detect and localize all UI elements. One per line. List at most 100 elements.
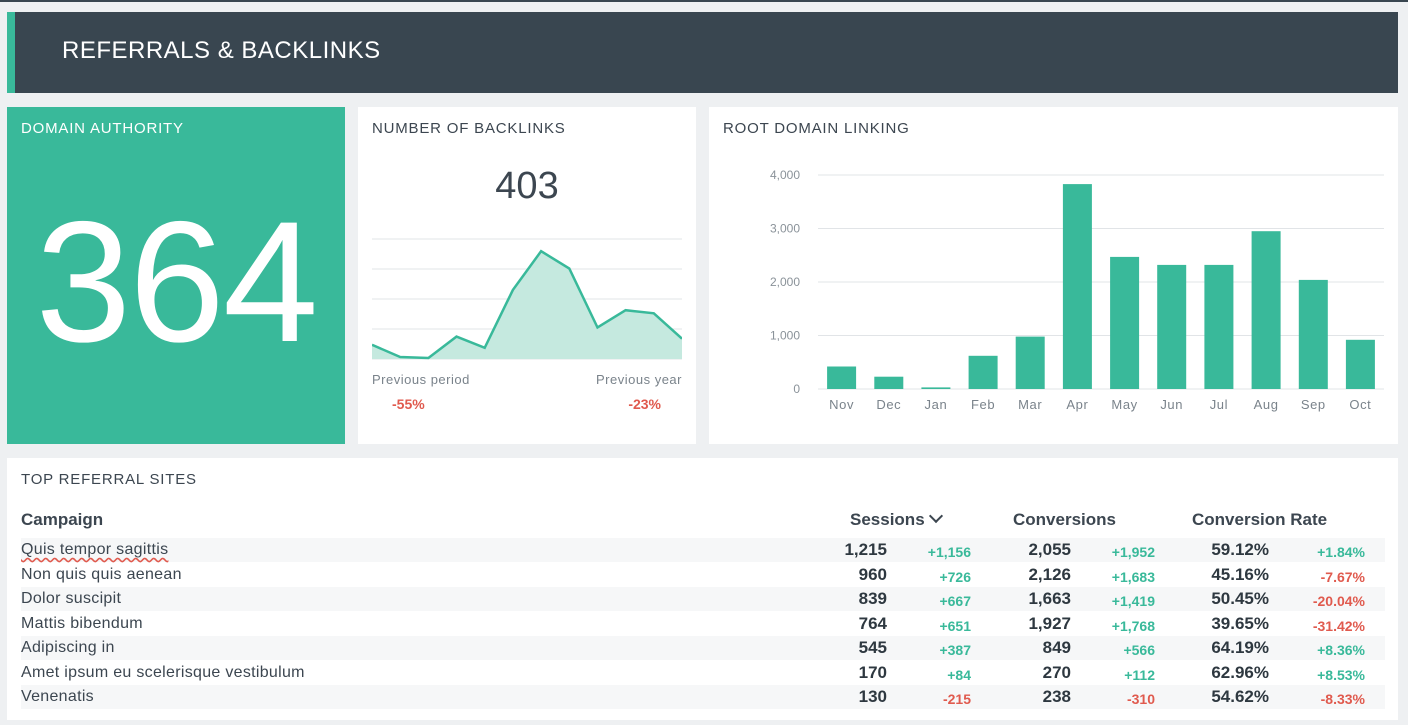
sessions-delta: +651 [939, 617, 971, 634]
sessions-delta: -215 [942, 691, 971, 707]
backlinks-title: NUMBER OF BACKLINKS [372, 120, 566, 137]
x-tick-label: Feb [971, 397, 995, 412]
column-header-conversions[interactable]: Conversions [1013, 510, 1116, 529]
bar-oct[interactable] [1345, 339, 1375, 389]
conversions-delta: +1,768 [1111, 617, 1155, 634]
conversions-value: 849 [1042, 638, 1071, 657]
conversion-rate-delta: -31.42% [1312, 617, 1365, 634]
campaign-name: Mattis bibendum [21, 614, 143, 632]
conversion-rate-value: 59.12% [1211, 540, 1269, 559]
conversion-rate-delta: -7.67% [1320, 568, 1365, 585]
table-row[interactable]: Mattis bibendum 764 +651 1,927 +1,768 39.65% -… [21, 612, 1385, 636]
table-row[interactable]: Venenatis 130 -215 238 -310 54.62% -8.33% [21, 685, 1385, 709]
top-border [0, 0, 1408, 2]
conversions-delta: -310 [1126, 691, 1155, 707]
bar-jul[interactable] [1204, 264, 1234, 389]
conversion-rate-value: 64.19% [1211, 638, 1269, 657]
sort-chevron-down-icon [928, 508, 943, 524]
dashboard-header: REFERRALS & BACKLINKS [7, 12, 1398, 93]
conversion-rate-value: 45.16% [1211, 564, 1269, 584]
x-tick-label: Jul [1210, 397, 1228, 412]
conversion-rate-value: 39.65% [1211, 613, 1269, 633]
backlinks-panel: NUMBER OF BACKLINKS 403 Previous period … [358, 107, 696, 444]
conversion-rate-delta: -20.04% [1312, 593, 1365, 609]
previous-year-value: -23% [628, 396, 661, 412]
sessions-value: 960 [858, 564, 887, 584]
conversions-value: 238 [1042, 687, 1071, 706]
previous-year-label: Previous year [596, 372, 682, 387]
table-row[interactable]: Adipiscing in 545 +387 849 +566 64.19% +8.36% [21, 636, 1385, 660]
root-domain-panel: 0 1,000 2,000 3,000 4,000 Nov Dec Jan Feb Mar Apr M… [709, 107, 1398, 444]
sparkline-area [372, 251, 682, 359]
bar-mar[interactable] [1015, 336, 1045, 389]
root-domain-title: ROOT DOMAIN LINKING [723, 120, 910, 137]
conversions-delta: +1,952 [1111, 544, 1155, 560]
x-tick-label: Apr [1066, 397, 1088, 412]
domain-authority-panel: DOMAIN AUTHORITY 364 [7, 107, 345, 444]
bar-jun[interactable] [1157, 264, 1187, 389]
sessions-value: 764 [858, 613, 887, 633]
y-tick-label: 3,000 [770, 222, 800, 236]
table-row[interactable]: Amet ipsum eu scelerisque vestibulum 170 +… [21, 661, 1385, 685]
x-tick-label: Dec [876, 397, 901, 412]
x-tick-label: Jun [1160, 397, 1183, 412]
conversion-rate-value: 50.45% [1211, 589, 1269, 608]
sessions-delta: +387 [939, 642, 971, 658]
conversion-rate-delta: +8.36% [1317, 642, 1365, 658]
conversions-value: 2,126 [1028, 564, 1071, 584]
sessions-header-label: Sessions [850, 510, 925, 529]
conversion-rate-value: 62.96% [1211, 662, 1269, 682]
sessions-delta: +667 [939, 593, 971, 609]
column-header-conversion-rate[interactable]: Conversion Rate [1192, 510, 1328, 529]
table-row[interactable]: Dolor suscipit 839 +667 1,663 +1,419 50.45% -2… [21, 587, 1385, 611]
bar-dec[interactable] [874, 376, 904, 389]
y-tick-label: 1,000 [770, 329, 800, 343]
x-tick-label: Aug [1254, 397, 1279, 412]
conversions-value: 2,055 [1028, 540, 1071, 559]
table-row[interactable]: Non quis quis aenean 960 +726 2,126 +1,683 45… [21, 563, 1385, 587]
column-header-sessions[interactable]: Sessions [850, 508, 943, 530]
conversions-delta: +1,683 [1111, 568, 1155, 585]
x-tick-label: Sep [1301, 397, 1326, 412]
bar-feb[interactable] [968, 355, 998, 389]
conversions-delta: +1,419 [1111, 593, 1155, 609]
conversions-delta: +112 [1124, 666, 1155, 683]
table-row[interactable]: Quis tempor sagittis 1,215 +1,156 2,055 +1,9… [21, 538, 1385, 562]
referral-sites-panel: TOP REFERRAL SITES Campaign Sessions Con… [7, 458, 1398, 720]
bar-sep[interactable] [1298, 279, 1328, 389]
conversion-rate-value: 54.62% [1211, 687, 1269, 706]
x-tick-label: Mar [1018, 397, 1042, 412]
bar-nov[interactable] [827, 366, 857, 390]
y-tick-label: 4,000 [770, 168, 800, 182]
bar-apr[interactable] [1062, 184, 1092, 389]
sessions-delta: +84 [947, 666, 971, 683]
x-tick-label: Jan [925, 397, 948, 412]
sparkline-line [372, 249, 682, 360]
conversions-value: 1,927 [1028, 613, 1071, 633]
x-tick-label: May [1111, 397, 1137, 412]
bar-jan[interactable] [921, 387, 951, 389]
conversions-value: 1,663 [1028, 589, 1071, 608]
column-header-campaign[interactable]: Campaign [21, 510, 104, 529]
previous-period-label: Previous period [372, 372, 470, 387]
domain-authority-value: 364 [35, 186, 319, 378]
y-tick-label: 2,000 [770, 275, 800, 289]
campaign-name: Non quis quis aenean [21, 565, 182, 583]
x-tick-label: Oct [1349, 397, 1371, 412]
y-tick-label: 0 [793, 382, 800, 396]
campaign-name: Venenatis [21, 688, 94, 705]
previous-period-value: -55% [392, 396, 425, 412]
backlinks-value: 403 [495, 165, 559, 207]
bar-may[interactable] [1110, 256, 1140, 389]
conversion-rate-delta: -8.33% [1320, 691, 1365, 707]
campaign-name: Amet ipsum eu scelerisque vestibulum [21, 663, 305, 681]
referral-sites-title: TOP REFERRAL SITES [21, 471, 197, 488]
bar-aug[interactable] [1251, 231, 1281, 389]
conversions-delta: +566 [1123, 642, 1155, 658]
backlinks-sparkline [372, 238, 682, 360]
sessions-value: 1,215 [844, 540, 887, 559]
page-title: REFERRALS & BACKLINKS [62, 37, 381, 64]
root-domain-bar-chart: 0 1,000 2,000 3,000 4,000 Nov Dec Jan Feb Mar Apr M… [770, 168, 1384, 412]
sessions-delta: +1,156 [927, 544, 971, 560]
sessions-value: 170 [858, 662, 887, 682]
